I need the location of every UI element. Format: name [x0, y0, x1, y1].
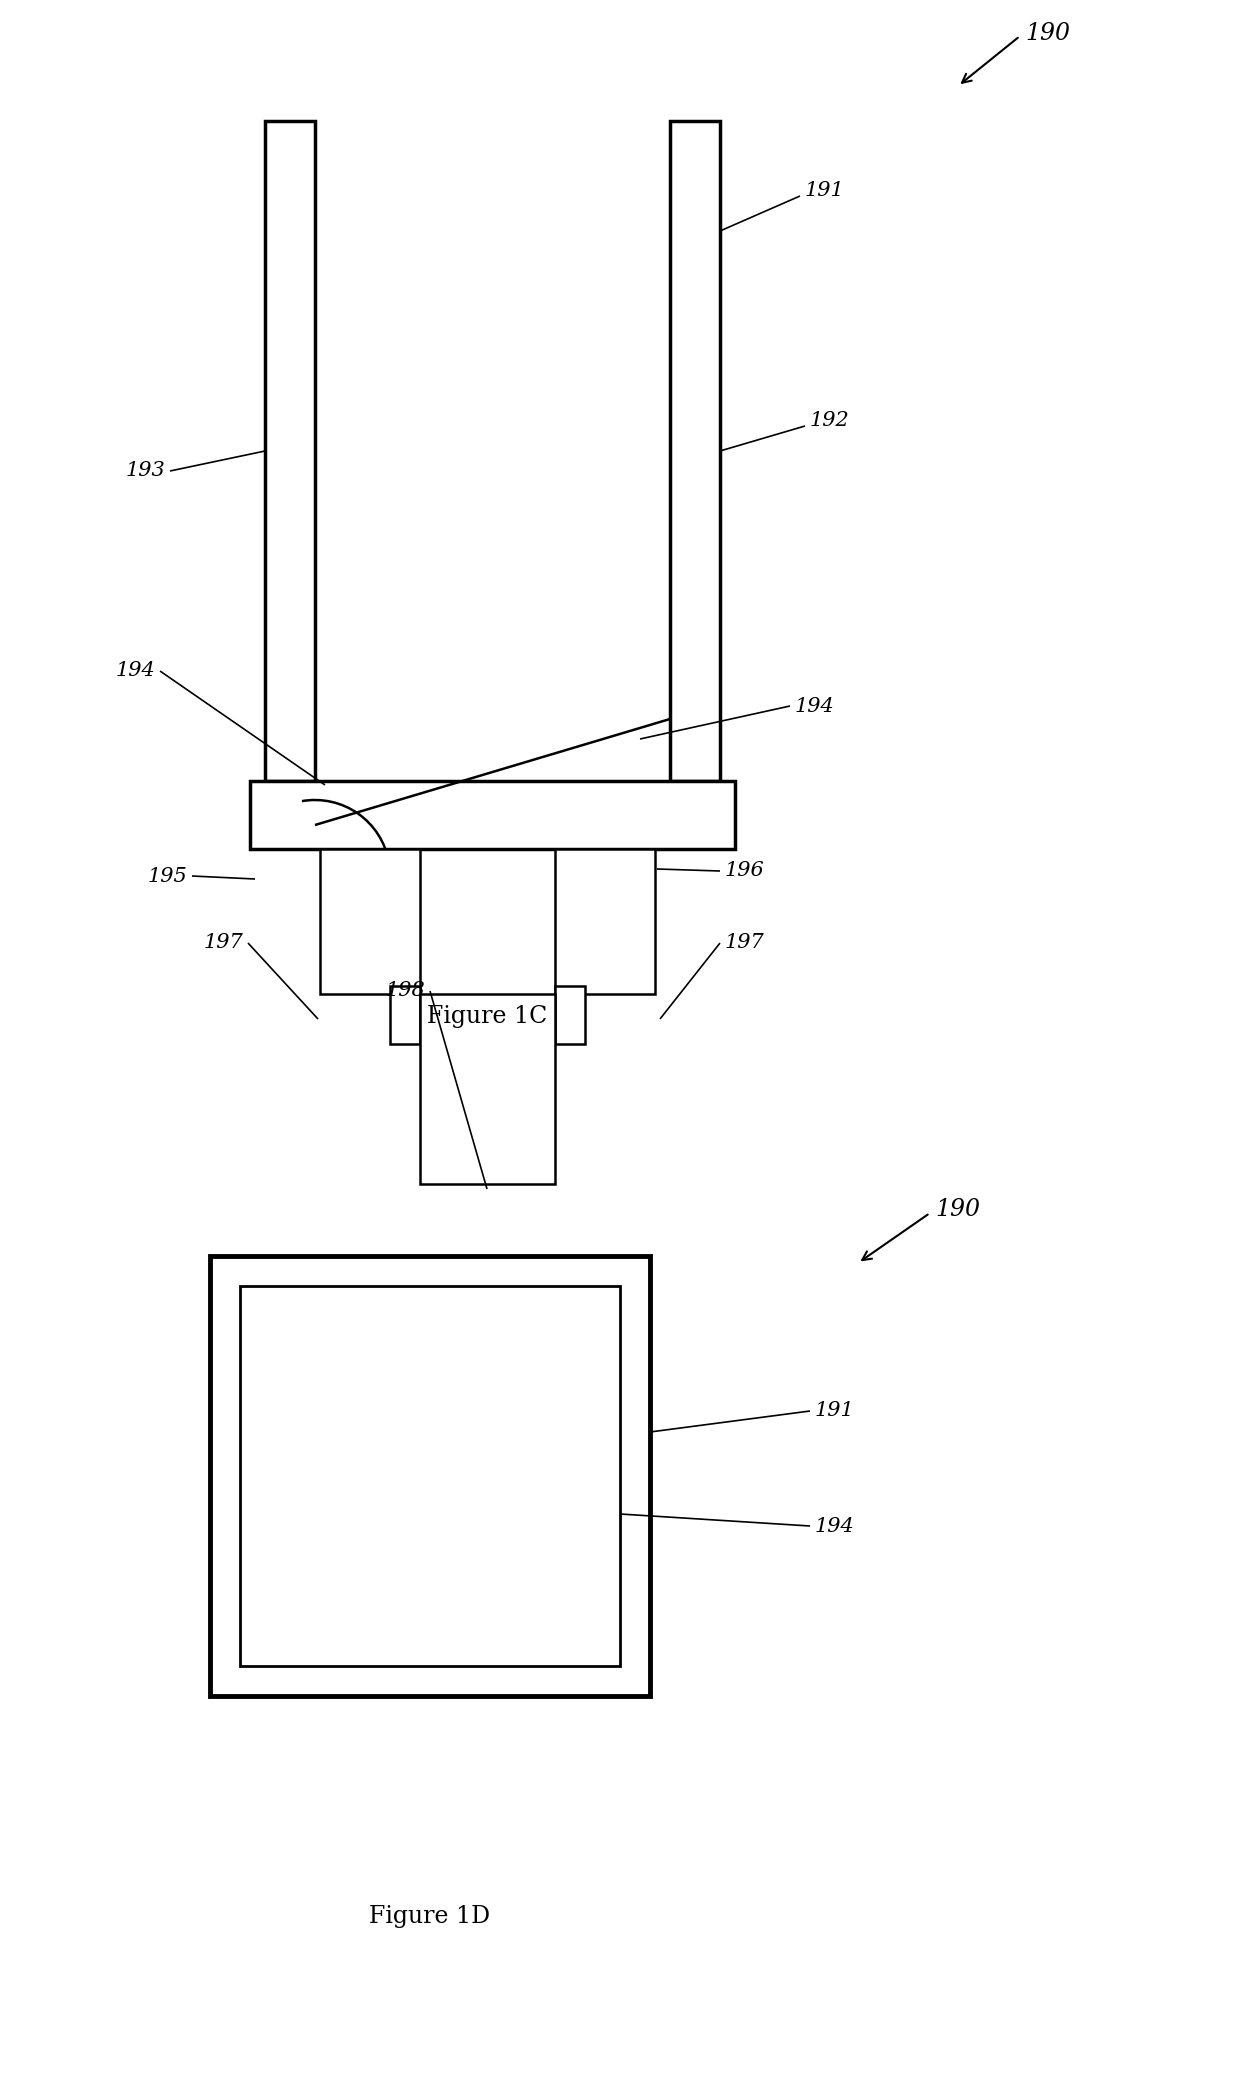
Text: 191: 191 [805, 182, 844, 201]
Text: 195: 195 [148, 866, 187, 884]
Text: 196: 196 [725, 861, 765, 880]
Text: Figure 1C: Figure 1C [427, 1004, 547, 1027]
Text: 194: 194 [815, 1516, 854, 1535]
Bar [265, 121, 315, 782]
Text: 190: 190 [935, 1198, 980, 1221]
Text: 194: 194 [115, 661, 155, 680]
Bar [670, 121, 720, 782]
Text: 194: 194 [795, 696, 835, 715]
Bar [556, 987, 585, 1043]
Bar [250, 782, 735, 849]
Text: 190: 190 [1025, 21, 1070, 44]
Bar [241, 1286, 620, 1667]
Text: 197: 197 [203, 933, 243, 953]
Text: Figure 1D: Figure 1D [370, 1905, 491, 1928]
Bar [391, 987, 420, 1043]
Bar [210, 1257, 650, 1696]
Text: 192: 192 [810, 412, 849, 431]
Text: 193: 193 [125, 462, 165, 481]
Text: 198: 198 [386, 981, 425, 999]
Text: 191: 191 [815, 1401, 854, 1420]
Bar [556, 849, 655, 993]
Bar [320, 849, 420, 993]
Text: 197: 197 [725, 933, 765, 953]
Bar [420, 993, 556, 1184]
